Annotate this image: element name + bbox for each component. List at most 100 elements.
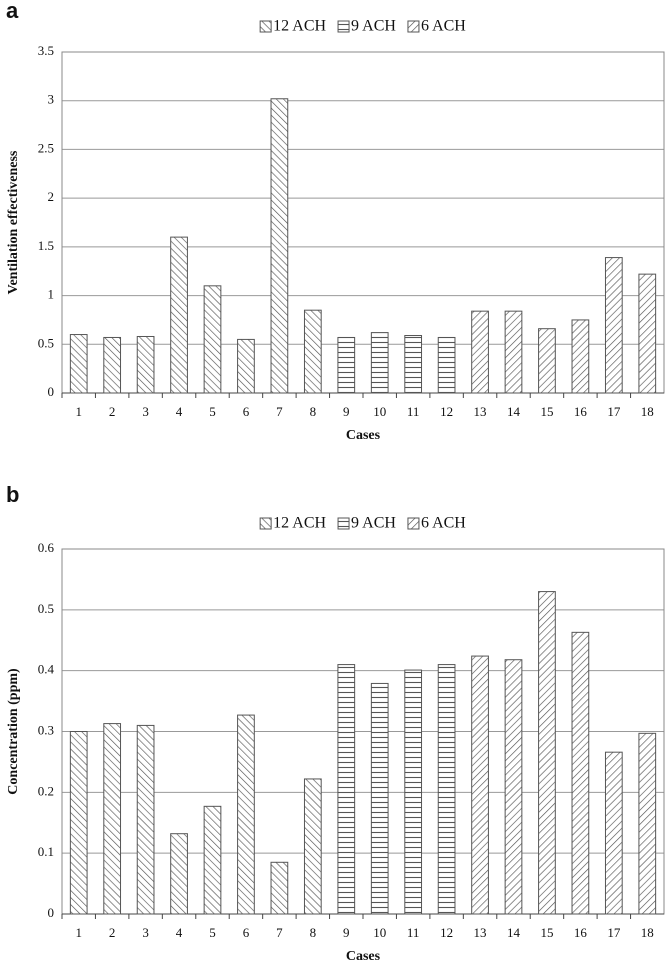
legend: 12 ACH 9 ACH 6 ACH <box>259 18 466 35</box>
x-tick-label: 4 <box>176 404 183 419</box>
x-tick-label: 4 <box>176 925 183 940</box>
bar <box>237 714 255 915</box>
bar <box>471 310 489 394</box>
x-tick-label: 18 <box>641 404 654 419</box>
legend-label: 9 ACH <box>351 18 396 35</box>
panel-label: b <box>6 482 19 507</box>
x-tick-label: 2 <box>109 404 116 419</box>
bar <box>538 328 556 394</box>
bar <box>170 236 188 394</box>
x-tick-label: 5 <box>209 404 216 419</box>
bar <box>69 731 88 915</box>
x-tick-label: 2 <box>109 925 116 940</box>
x-tick-label: 9 <box>343 404 350 419</box>
legend-swatch <box>337 20 350 33</box>
x-tick-label: 3 <box>142 404 149 419</box>
x-tick-label: 6 <box>243 925 250 940</box>
x-tick-label: 8 <box>310 925 317 940</box>
bar <box>270 861 289 915</box>
bar <box>303 778 322 915</box>
x-tick-label: 9 <box>343 925 350 940</box>
y-tick-label: 0.4 <box>38 662 55 677</box>
y-tick-label: 0 <box>48 905 55 920</box>
x-tick-label: 16 <box>574 925 588 940</box>
x-tick-label: 6 <box>243 404 250 419</box>
bar <box>203 805 222 915</box>
x-tick-label: 3 <box>142 925 149 940</box>
legend-label: 12 ACH <box>273 18 326 35</box>
panel-label: a <box>6 0 19 23</box>
y-tick-label: 0 <box>48 384 55 399</box>
x-tick-label: 8 <box>310 404 317 419</box>
x-tick-label: 14 <box>507 404 521 419</box>
x-tick-label: 12 <box>440 925 453 940</box>
bar <box>170 833 188 915</box>
y-tick-label: 3.5 <box>38 43 54 58</box>
bar <box>571 319 590 394</box>
bar <box>538 591 556 915</box>
y-axis-label: Ventilation effectiveness <box>6 150 21 294</box>
bar <box>203 285 222 394</box>
y-tick-label: 0.5 <box>38 335 54 350</box>
x-tick-label: 5 <box>209 925 216 940</box>
y-tick-label: 0.2 <box>38 783 54 798</box>
bar <box>604 751 623 915</box>
bar <box>404 335 423 394</box>
bar <box>404 669 423 915</box>
x-axis-label: Cases <box>346 949 381 964</box>
bar <box>437 664 456 915</box>
bar <box>337 664 356 915</box>
bar <box>370 332 389 394</box>
x-tick-label: 1 <box>75 404 82 419</box>
x-tick-label: 10 <box>373 404 386 419</box>
bar <box>337 336 356 394</box>
x-tick-label: 11 <box>407 925 420 940</box>
x-tick-label: 13 <box>474 404 487 419</box>
bar <box>504 659 523 915</box>
y-tick-label: 0.6 <box>38 540 55 555</box>
legend-swatch <box>407 517 420 530</box>
bar <box>638 732 657 915</box>
y-tick-label: 1.5 <box>38 238 54 253</box>
bar <box>504 310 523 394</box>
bar <box>103 723 122 915</box>
bar <box>103 336 122 394</box>
x-tick-label: 17 <box>607 925 621 940</box>
x-tick-label: 17 <box>607 404 621 419</box>
bar <box>571 631 590 915</box>
legend-label: 12 ACH <box>273 515 326 532</box>
bar <box>237 338 255 394</box>
legend-label: 6 ACH <box>421 18 466 35</box>
legend-swatch <box>259 20 272 33</box>
y-tick-label: 0.1 <box>38 844 54 859</box>
x-tick-label: 7 <box>276 404 283 419</box>
bar <box>437 336 456 394</box>
x-tick-label: 18 <box>641 925 654 940</box>
bar <box>270 98 289 394</box>
x-tick-label: 10 <box>373 925 386 940</box>
bar <box>471 655 489 915</box>
y-tick-label: 0.3 <box>38 722 54 737</box>
x-tick-label: 16 <box>574 404 588 419</box>
y-tick-label: 2.5 <box>38 140 54 155</box>
legend-label: 6 ACH <box>421 515 466 532</box>
x-tick-label: 11 <box>407 404 420 419</box>
x-tick-label: 13 <box>474 925 487 940</box>
x-tick-label: 12 <box>440 404 453 419</box>
x-tick-label: 15 <box>540 404 553 419</box>
y-tick-label: 2 <box>48 189 55 204</box>
y-tick-label: 3 <box>48 92 55 107</box>
bar <box>69 334 88 394</box>
legend-swatch <box>259 517 272 530</box>
y-tick-label: 1 <box>48 287 55 302</box>
bar <box>303 309 322 394</box>
bar <box>638 273 657 394</box>
bar <box>136 335 155 394</box>
x-tick-label: 14 <box>507 925 521 940</box>
x-axis-label: Cases <box>346 428 381 443</box>
bar <box>370 682 389 915</box>
legend: 12 ACH 9 ACH 6 ACH <box>259 515 466 532</box>
legend-label: 9 ACH <box>351 515 396 532</box>
x-tick-label: 1 <box>75 925 82 940</box>
